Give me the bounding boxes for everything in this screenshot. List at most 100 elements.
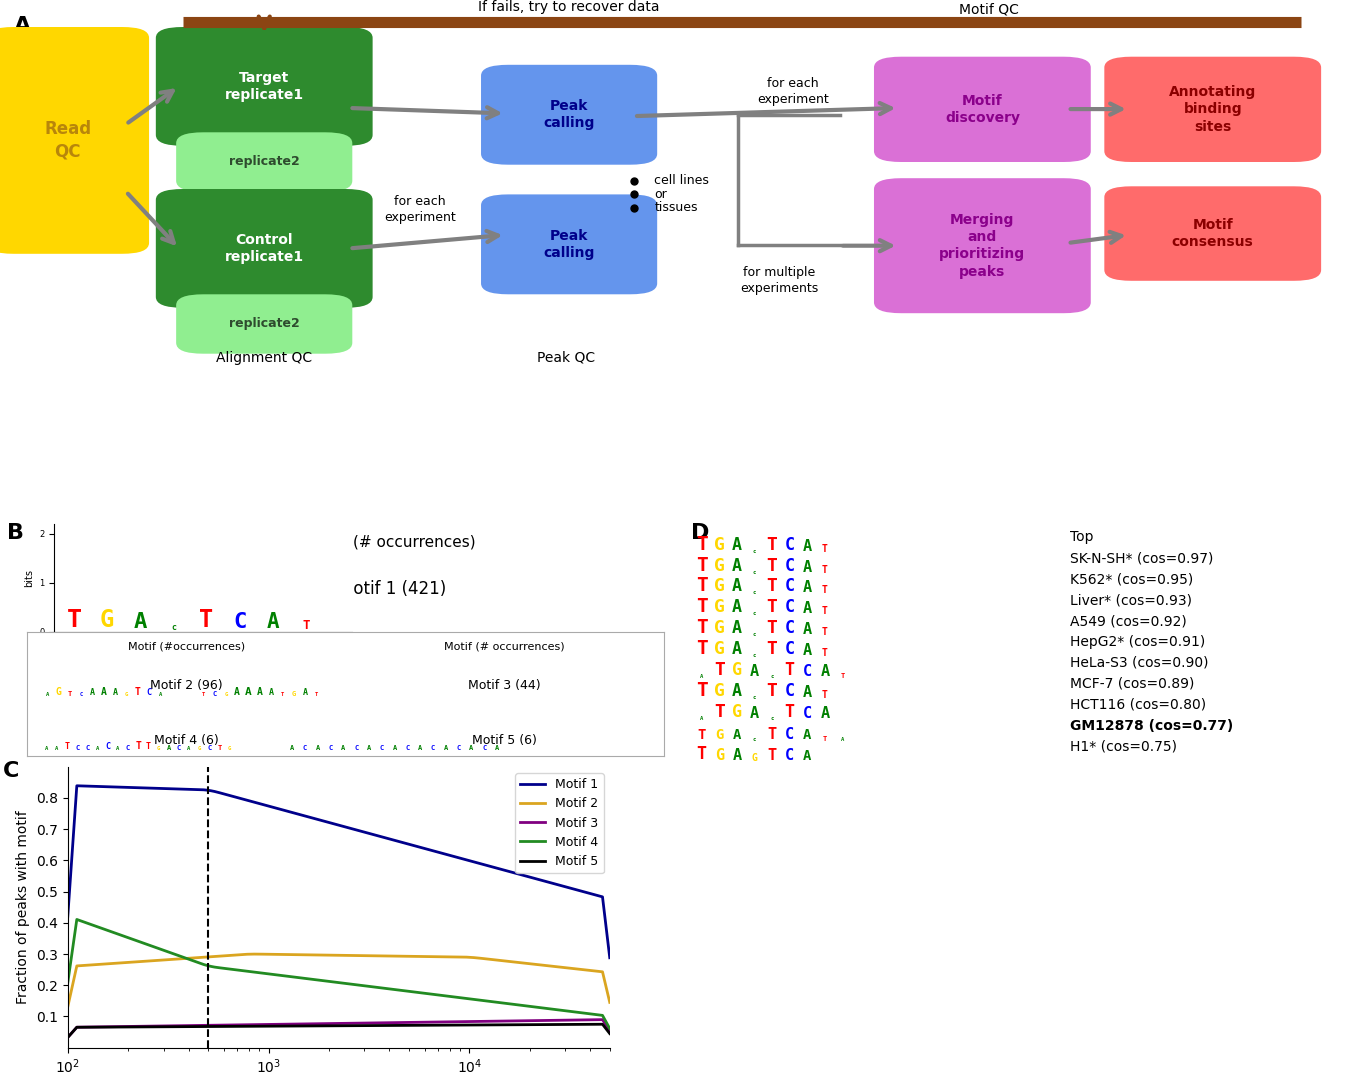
Text: SK-N-SH* (cos=0.97): SK-N-SH* (cos=0.97) (1070, 551, 1214, 565)
Motif 5 (595, 1017, 611, 1030)
Text: T: T (767, 598, 778, 617)
FancyBboxPatch shape (156, 189, 373, 308)
Motif 1 (383, 833, 400, 846)
Motif 1 (518, 869, 534, 882)
Text: G: G (752, 753, 757, 762)
FancyBboxPatch shape (874, 56, 1091, 162)
Motif 4 (393, 984, 409, 997)
Text: T: T (695, 618, 707, 637)
Text: T: T (714, 703, 725, 720)
Text: C: C (176, 744, 182, 751)
Text: c: c (753, 549, 756, 554)
Text: C: C (785, 640, 794, 658)
Text: T: T (68, 690, 72, 697)
Motif 5 (516, 1018, 533, 1031)
Motif 1 (602, 951, 618, 964)
Text: C: C (785, 727, 794, 742)
Motif 3 (392, 1016, 408, 1029)
Text: T: T (822, 565, 828, 575)
Text: c: c (753, 569, 756, 575)
Text: A: A (732, 578, 741, 595)
Motif 4 (518, 999, 534, 1012)
Motif 3 (516, 1014, 533, 1027)
Text: C: C (80, 691, 83, 697)
Motif 1 (553, 879, 569, 892)
Text: C: C (106, 742, 110, 751)
Text: G: G (714, 681, 725, 700)
Text: G: G (224, 691, 228, 697)
Text: C: C (785, 556, 794, 575)
Text: Motif 3 (44): Motif 3 (44) (469, 679, 541, 692)
Text: C: C (785, 598, 794, 617)
Text: C: C (207, 744, 211, 751)
Text: A: A (234, 687, 240, 697)
Text: C: C (304, 744, 308, 751)
Text: A: A (96, 745, 99, 751)
Text: or: or (654, 188, 667, 201)
Motif 3 (551, 1014, 568, 1027)
Motif 2 (602, 996, 618, 1009)
Text: C: C (785, 619, 794, 637)
Text: A: A (367, 744, 371, 751)
Text: A: A (100, 687, 107, 697)
Text: HepG2* (cos=0.91): HepG2* (cos=0.91) (1070, 635, 1206, 649)
Text: Alignment QC: Alignment QC (217, 351, 312, 365)
Text: Target
replicate1: Target replicate1 (225, 71, 304, 102)
Text: A: A (56, 745, 58, 751)
Text: T: T (767, 640, 778, 658)
Text: C: C (405, 744, 409, 751)
Motif 4 (60, 976, 76, 989)
Text: A: A (187, 745, 191, 751)
Text: B: B (7, 523, 24, 543)
Text: GM12878 (cos=0.77): GM12878 (cos=0.77) (1070, 718, 1233, 732)
Line: Motif 1: Motif 1 (68, 786, 610, 958)
Text: T: T (695, 639, 707, 658)
Text: A: A (89, 688, 95, 697)
Motif 3 (61, 1029, 77, 1042)
Text: A: A (46, 691, 49, 697)
Text: replicate2: replicate2 (229, 156, 299, 168)
Motif 2 (553, 961, 569, 974)
Text: C: C (785, 681, 794, 700)
Text: G: G (291, 690, 295, 697)
Text: T: T (202, 691, 205, 697)
Text: A: A (341, 744, 346, 751)
Text: A: A (267, 611, 279, 632)
Text: T: T (280, 691, 285, 697)
Text: for each
experiment: for each experiment (385, 195, 455, 225)
Text: A: A (256, 687, 263, 697)
Text: T: T (695, 577, 707, 595)
Text: C: C (431, 744, 435, 751)
Text: D: D (691, 523, 710, 543)
Text: A: A (820, 664, 829, 679)
Text: c: c (753, 653, 756, 658)
Text: C: C (785, 747, 794, 762)
Text: A: A (701, 716, 703, 720)
Text: G: G (714, 598, 725, 617)
Text: G: G (56, 687, 62, 697)
Text: T: T (822, 735, 827, 742)
Text: T: T (822, 606, 828, 617)
Text: A: A (316, 744, 320, 751)
Text: G: G (714, 640, 725, 658)
Text: replicate2: replicate2 (229, 318, 299, 330)
Text: G: G (125, 691, 129, 697)
Text: c: c (753, 694, 756, 700)
Text: HeLa-S3 (cos=0.90): HeLa-S3 (cos=0.90) (1070, 656, 1209, 670)
Text: Peak
calling: Peak calling (543, 229, 595, 260)
Text: C: C (457, 744, 461, 751)
Text: Motif (# occurrences): Motif (# occurrences) (310, 535, 476, 550)
Text: A: A (749, 664, 759, 679)
Text: G: G (714, 619, 725, 637)
Motif 2 (383, 949, 400, 962)
Text: A549 (cos=0.92): A549 (cos=0.92) (1070, 615, 1187, 629)
Text: Annotating
binding
sites: Annotating binding sites (1169, 85, 1256, 134)
Text: Liver* (cos=0.93): Liver* (cos=0.93) (1070, 593, 1192, 607)
Text: T: T (822, 627, 828, 637)
Text: A: A (732, 598, 741, 617)
Text: A: A (802, 580, 812, 595)
Text: T: T (767, 578, 778, 595)
FancyBboxPatch shape (156, 27, 373, 146)
Line: Motif 5: Motif 5 (68, 1024, 610, 1038)
Text: Peak QC: Peak QC (538, 351, 595, 365)
